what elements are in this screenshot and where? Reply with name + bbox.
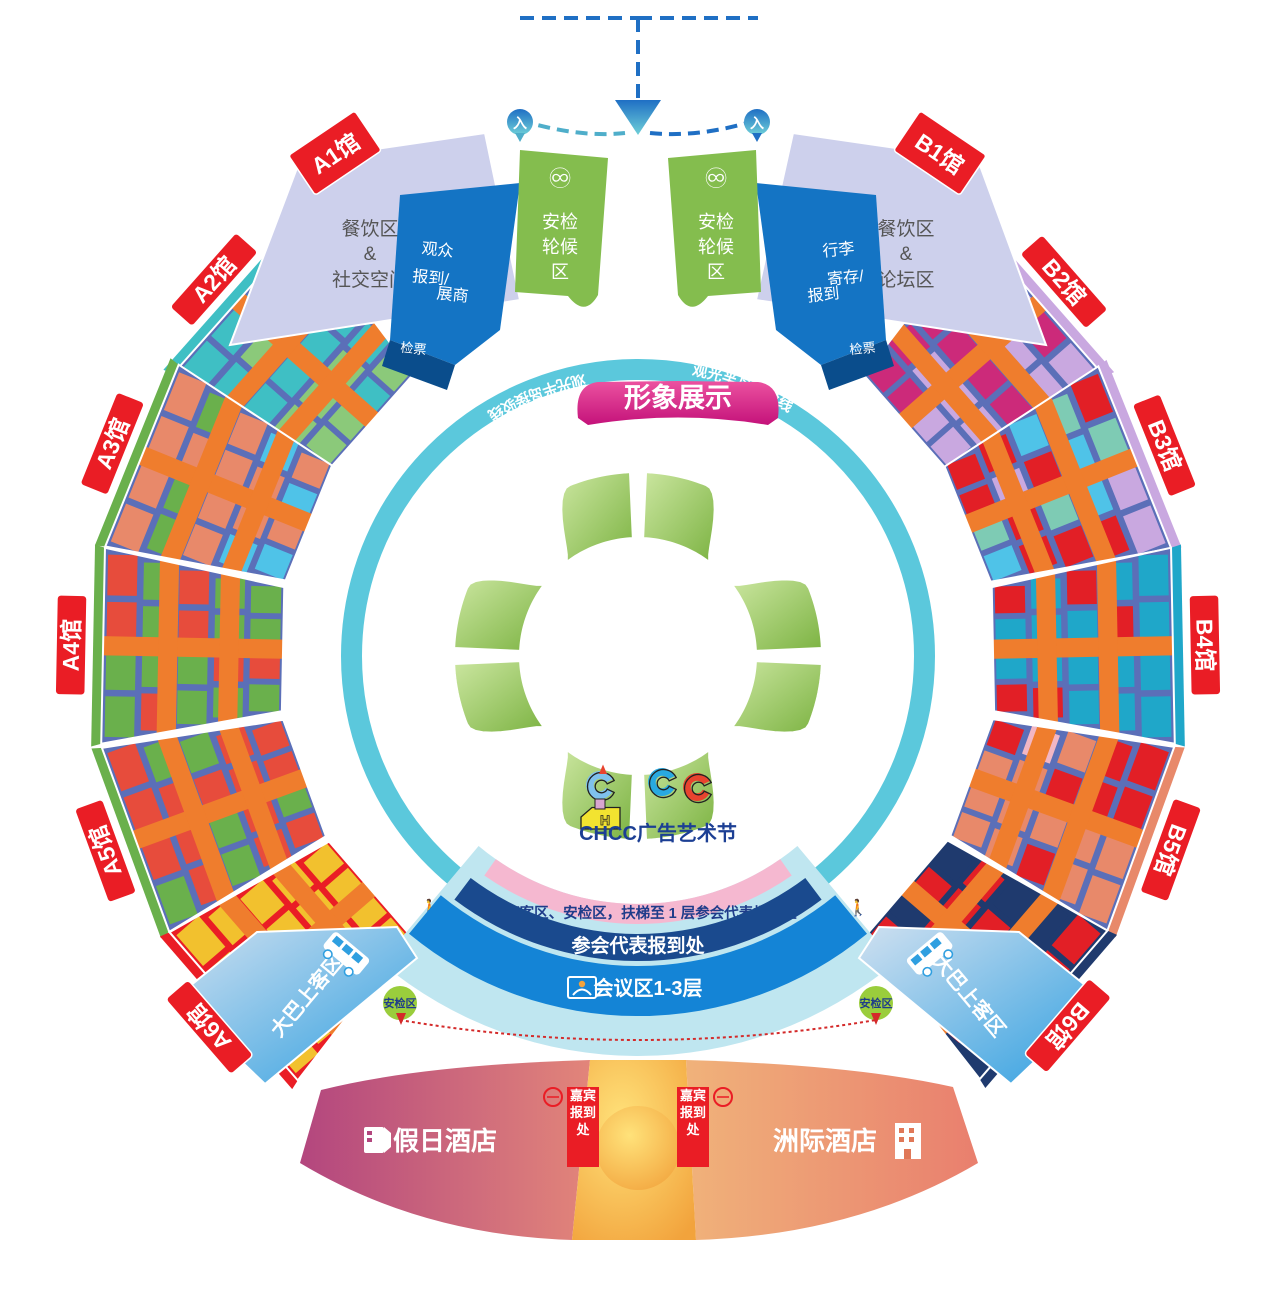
svg-text:安检: 安检 [542,212,578,232]
svg-text:参会代表报到处: 参会代表报到处 [571,934,705,957]
svg-text:会议区1-3层: 会议区1-3层 [594,976,703,1000]
svg-text:入: 入 [513,115,527,131]
svg-text:🚶: 🚶 [848,898,868,917]
svg-text:&: & [900,244,913,265]
svg-text:A4馆: A4馆 [58,619,85,672]
svg-text:轮候: 轮候 [542,237,578,257]
svg-text:嘉宾: 嘉宾 [679,1088,706,1103]
svg-text:区: 区 [551,262,569,282]
svg-text:展商: 展商 [436,284,470,305]
svg-text:餐饮区: 餐饮区 [877,218,934,240]
svg-text:餐饮区: 餐饮区 [341,218,398,240]
svg-text:检票: 检票 [400,340,427,358]
svg-text:报到: 报到 [570,1105,596,1120]
svg-text:行李: 行李 [822,239,856,260]
svg-text:&: & [364,244,377,265]
svg-text:入: 入 [750,115,764,131]
svg-text:安检区: 安检区 [860,996,893,1010]
svg-text:报到: 报到 [807,284,841,305]
svg-text:轮候: 轮候 [698,237,734,257]
svg-text:处: 处 [685,1122,700,1137]
svg-text:♾: ♾ [703,163,728,194]
svg-text:处: 处 [575,1122,590,1137]
svg-text:安检: 安检 [698,212,734,232]
svg-text:观众: 观众 [421,239,455,260]
svg-text:检票: 检票 [849,340,876,358]
svg-text:论坛区: 论坛区 [877,269,934,291]
svg-text:B4馆: B4馆 [1191,619,1218,672]
svg-text:嘉宾: 嘉宾 [569,1088,596,1103]
svg-text:假日酒店: 假日酒店 [393,1126,497,1156]
svg-text:洲际酒店: 洲际酒店 [773,1126,877,1156]
svg-text:CHCC广告艺术节: CHCC广告艺术节 [579,821,737,845]
svg-text:报到: 报到 [680,1105,706,1120]
svg-text:♾: ♾ [547,163,572,194]
svg-text:形象展示: 形象展示 [624,382,732,413]
svg-text:区: 区 [707,262,725,282]
svg-text:安检区: 安检区 [384,996,417,1010]
